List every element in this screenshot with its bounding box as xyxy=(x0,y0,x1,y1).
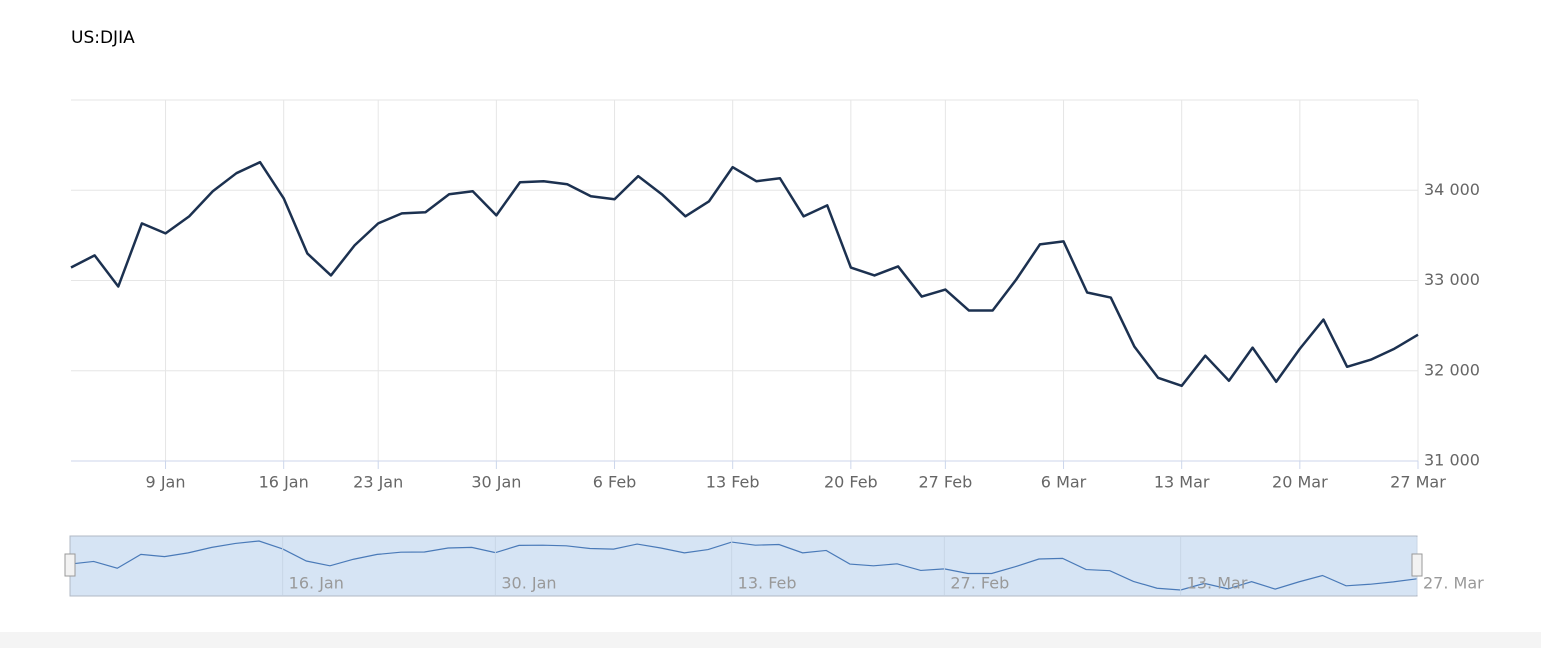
navigator-label: 27. Mar xyxy=(1423,574,1484,593)
x-tick-label: 27 Mar xyxy=(1390,473,1446,492)
y-tick-label: 34 000 xyxy=(1424,180,1480,199)
x-tick-label: 6 Mar xyxy=(1041,473,1087,492)
x-tick-label: 20 Feb xyxy=(824,473,878,492)
chart-title: US:DJIA xyxy=(71,28,135,48)
navigator-label: 30. Jan xyxy=(501,574,556,593)
x-tick-label: 13 Feb xyxy=(706,473,760,492)
navigator-series: 16. Jan 30. Jan 13. Feb 27. Feb 13. Mar 27. M… xyxy=(69,537,1484,595)
navigator-label: 13. Mar xyxy=(1187,574,1248,593)
y-tick-label: 31 000 xyxy=(1424,451,1480,470)
navigator-line xyxy=(69,540,1418,591)
y-tick-label: 32 000 xyxy=(1424,360,1480,379)
x-tick-label: 9 Jan xyxy=(146,473,186,492)
navigator-label: 27. Feb xyxy=(950,574,1009,593)
navigator-label: 13. Feb xyxy=(738,574,797,593)
x-tick-label: 16 Jan xyxy=(259,473,309,492)
x-tick-label: 6 Feb xyxy=(593,473,637,492)
x-tick-label: 23 Jan xyxy=(353,473,403,492)
y-tick-label: 33 000 xyxy=(1424,270,1480,289)
x-tick-label: 27 Feb xyxy=(918,473,972,492)
navigator[interactable] xyxy=(69,535,1418,597)
series-line xyxy=(70,160,1419,388)
navigator-handle[interactable] xyxy=(1411,553,1423,577)
x-tick-label: 13 Mar xyxy=(1154,473,1210,492)
footer-band xyxy=(0,632,1541,648)
navigator-label: 16. Jan xyxy=(289,574,344,593)
navigator-handle[interactable] xyxy=(64,553,76,577)
plot xyxy=(70,160,1419,388)
grid xyxy=(71,99,1419,469)
x-tick-label: 30 Jan xyxy=(471,473,521,492)
x-tick-label: 20 Mar xyxy=(1272,473,1328,492)
